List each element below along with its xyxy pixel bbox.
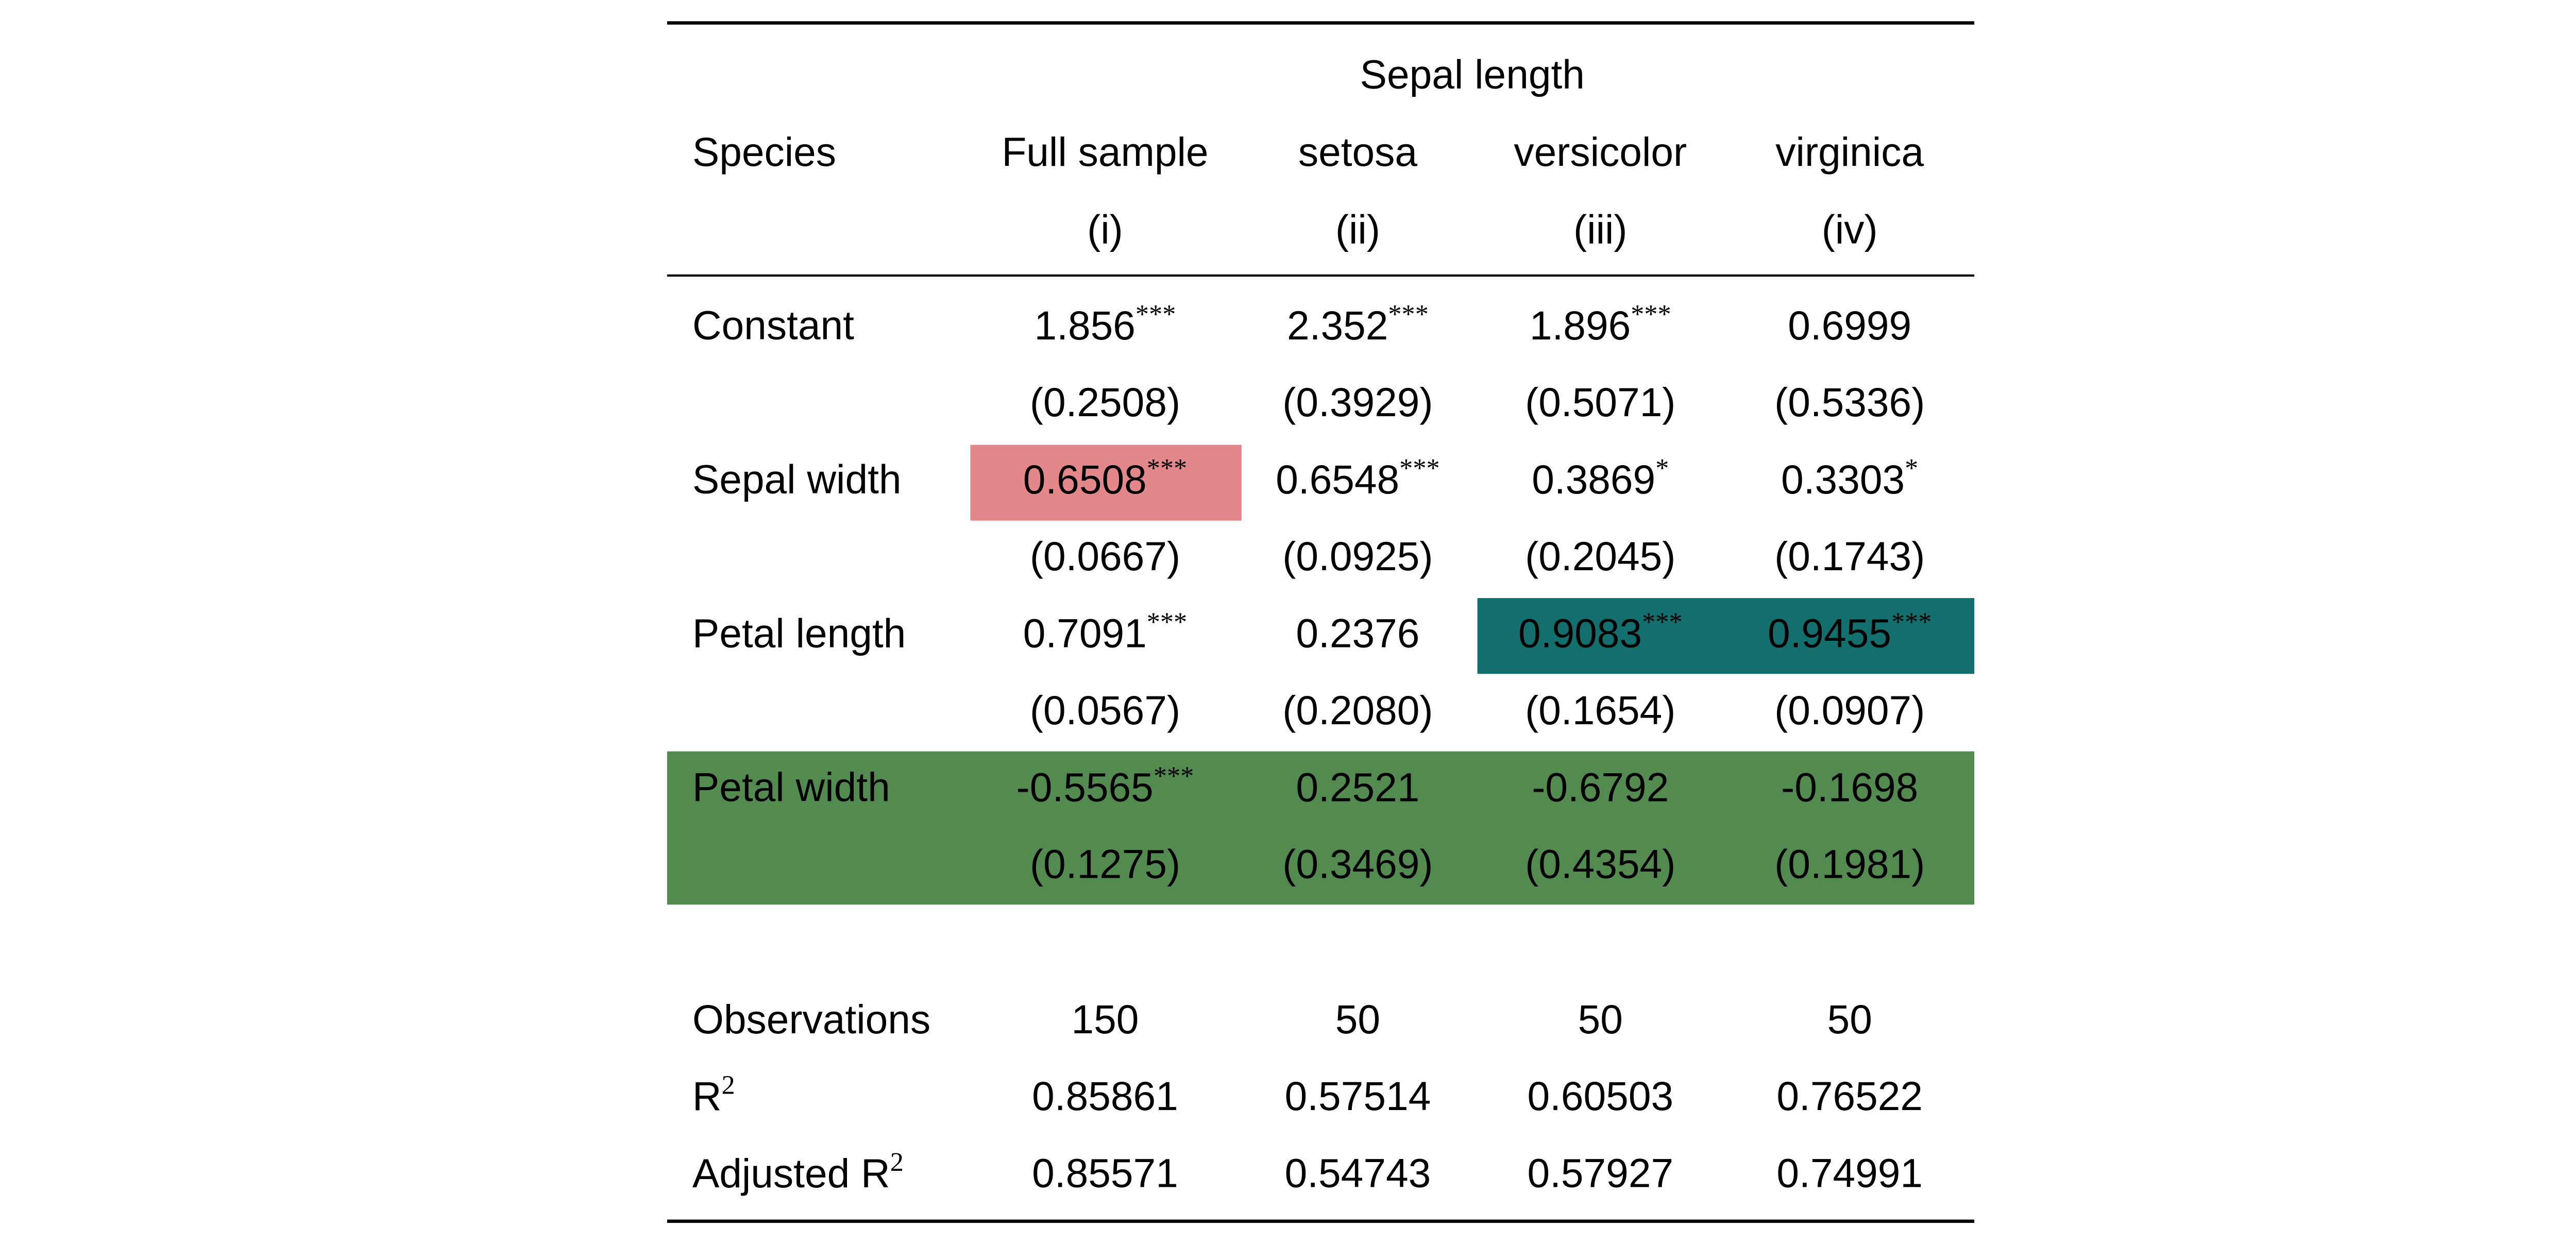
coefficient-sup: *** — [1147, 453, 1187, 483]
column-header: Full sample — [1002, 129, 1208, 175]
std-error: (0.1654) — [1525, 688, 1675, 733]
stat-value: 150 — [1072, 997, 1139, 1042]
coefficient: 2.352*** — [1287, 299, 1429, 348]
coefficient-sup: *** — [1631, 299, 1671, 329]
coefficient: 0.9083*** — [1518, 607, 1682, 656]
group-header: Sepal length — [1360, 52, 1585, 97]
row-label: Constant — [692, 303, 854, 348]
coefficient: 0.3869* — [1532, 453, 1669, 502]
stat-value: 50 — [1827, 997, 1872, 1042]
highlight-cell — [970, 445, 1242, 521]
coefficient: 0.3303* — [1781, 453, 1918, 502]
coefficient-text: 0.6999 — [1788, 303, 1911, 348]
coefficient-text: 1.896 — [1530, 303, 1631, 348]
stat-label-text: R — [692, 1073, 722, 1119]
coefficient: -0.1698 — [1781, 764, 1918, 810]
column-header: setosa — [1298, 129, 1418, 175]
stat-label-text: Observations — [692, 997, 930, 1042]
coefficient-sup: * — [1905, 453, 1918, 483]
coefficient: 0.6508*** — [1023, 453, 1187, 502]
stat-value: 0.74991 — [1776, 1151, 1923, 1196]
coefficient-sup: *** — [1136, 299, 1176, 329]
coefficient-text: 0.6508 — [1023, 457, 1147, 502]
column-header: virginica — [1775, 129, 1924, 175]
std-error: (0.1981) — [1774, 842, 1925, 887]
stat-label: Adjusted R2 — [692, 1147, 904, 1196]
std-error: (0.5071) — [1525, 380, 1675, 425]
coefficient: 0.6999 — [1788, 303, 1911, 348]
coefficient-text: 0.7091 — [1023, 610, 1147, 656]
std-error: (0.3929) — [1282, 380, 1433, 425]
std-error: (0.1275) — [1030, 842, 1180, 887]
std-error: (0.1743) — [1774, 534, 1925, 579]
column-number: (iv) — [1822, 207, 1878, 252]
coefficient-text: -0.5565 — [1016, 764, 1154, 810]
coefficient-text: 0.6548 — [1276, 457, 1399, 502]
stat-label-text: Adjusted R — [692, 1151, 890, 1196]
std-error: (0.5336) — [1774, 380, 1925, 425]
stat-label: Observations — [692, 997, 930, 1042]
coefficient-sup: *** — [1388, 299, 1428, 329]
stat-value: 0.54743 — [1285, 1151, 1431, 1196]
std-error: (0.0567) — [1030, 688, 1180, 733]
coefficient: 0.2521 — [1296, 764, 1419, 810]
stat-label-sup: 2 — [890, 1147, 904, 1177]
coefficient: 0.6548*** — [1276, 453, 1439, 502]
coefficient-text: -0.1698 — [1781, 764, 1918, 810]
coefficient-text: 0.2376 — [1296, 610, 1419, 656]
coefficient-text: 0.3303 — [1781, 457, 1905, 502]
column-number: (ii) — [1335, 207, 1380, 252]
coefficient-text: 0.9083 — [1518, 610, 1642, 656]
column-number: (iii) — [1573, 207, 1628, 252]
stat-value: 0.76522 — [1776, 1073, 1923, 1119]
coefficient-text: 1.856 — [1035, 303, 1136, 348]
coefficient-sup: *** — [1399, 453, 1439, 483]
std-error: (0.0907) — [1774, 688, 1925, 733]
std-error: (0.0925) — [1282, 534, 1433, 579]
highlight-cells — [1477, 598, 1975, 674]
highlight-rows — [667, 751, 1975, 905]
column-header: versicolor — [1514, 129, 1687, 175]
stat-label: R2 — [692, 1070, 735, 1119]
coefficient-text: 0.2521 — [1296, 764, 1419, 810]
std-error: (0.4354) — [1525, 842, 1675, 887]
coefficient: 0.9455*** — [1768, 607, 1931, 656]
coefficient-text: 0.9455 — [1768, 610, 1891, 656]
coefficient-text: 0.3869 — [1532, 457, 1655, 502]
coefficient: 0.7091*** — [1023, 607, 1187, 656]
std-error: (0.0667) — [1030, 534, 1180, 579]
row-label: Petal width — [692, 764, 890, 810]
std-error: (0.2508) — [1030, 380, 1180, 425]
row-label: Petal length — [692, 610, 906, 656]
column-number: (i) — [1087, 207, 1123, 252]
coefficient: -0.6792 — [1532, 764, 1669, 810]
stat-value: 50 — [1335, 997, 1380, 1042]
coefficient-text: 2.352 — [1287, 303, 1388, 348]
stat-value: 0.85571 — [1032, 1151, 1178, 1196]
stat-value: 0.57514 — [1285, 1073, 1431, 1119]
coefficient-sup: *** — [1154, 761, 1194, 791]
row-label: Sepal width — [692, 457, 902, 502]
coefficient-sup: *** — [1891, 607, 1931, 637]
std-error: (0.3469) — [1282, 842, 1433, 887]
std-error: (0.2080) — [1282, 688, 1433, 733]
coefficient: 1.856*** — [1035, 299, 1176, 348]
coefficient: -0.5565*** — [1016, 761, 1194, 810]
stat-value: 0.85861 — [1032, 1073, 1178, 1119]
stat-value: 50 — [1578, 997, 1623, 1042]
stat-value: 0.60503 — [1527, 1073, 1673, 1119]
coefficient-sup: *** — [1147, 607, 1187, 637]
stat-value: 0.57927 — [1527, 1151, 1673, 1196]
std-error: (0.2045) — [1525, 534, 1675, 579]
stub-header: Species — [692, 129, 836, 175]
coefficient-sup: *** — [1642, 607, 1682, 637]
coefficient: 1.896*** — [1530, 299, 1671, 348]
coefficient-text: -0.6792 — [1532, 764, 1669, 810]
coefficient-sup: * — [1655, 453, 1669, 483]
stat-label-sup: 2 — [722, 1070, 735, 1100]
coefficient: 0.2376 — [1296, 610, 1419, 656]
